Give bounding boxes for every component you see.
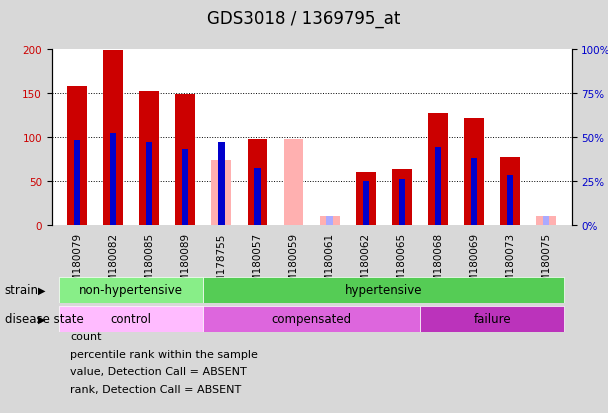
Bar (320, 216, 340, 225)
Bar (500, 157, 520, 225)
Text: hypertensive: hypertensive (345, 284, 423, 297)
Text: GDS3018 / 1369795_at: GDS3018 / 1369795_at (207, 10, 401, 28)
Text: control: control (111, 313, 151, 325)
Text: count: count (70, 332, 102, 342)
Bar (139, 92, 159, 225)
Bar (254, 169, 261, 225)
Bar (218, 142, 224, 225)
Bar (392, 170, 412, 225)
Text: rank, Detection Call = ABSENT: rank, Detection Call = ABSENT (70, 384, 241, 394)
Bar (146, 142, 153, 225)
Bar (110, 134, 116, 225)
Bar (182, 150, 188, 225)
Bar (103, 50, 123, 225)
Text: disease state: disease state (5, 313, 84, 325)
Bar (464, 119, 484, 225)
Bar (175, 95, 195, 225)
Text: compensated: compensated (272, 313, 351, 325)
Text: ▶: ▶ (38, 314, 45, 324)
Bar (536, 216, 556, 225)
Bar (507, 176, 513, 225)
Bar (247, 140, 268, 225)
Bar (326, 216, 333, 225)
Bar (428, 114, 448, 225)
Bar (356, 173, 376, 225)
Bar (435, 148, 441, 225)
Text: non-hypertensive: non-hypertensive (79, 284, 183, 297)
Bar (67, 86, 87, 225)
Bar (471, 159, 477, 225)
Text: percentile rank within the sample: percentile rank within the sample (70, 349, 258, 359)
Text: failure: failure (473, 313, 511, 325)
Bar (420, 306, 564, 332)
Bar (203, 277, 564, 303)
Text: value, Detection Call = ABSENT: value, Detection Call = ABSENT (70, 366, 247, 376)
Bar (59, 277, 203, 303)
Bar (543, 216, 550, 225)
Text: ▶: ▶ (38, 285, 45, 295)
Text: strain: strain (5, 284, 39, 297)
Bar (74, 141, 80, 225)
Bar (212, 160, 231, 225)
Bar (283, 140, 303, 225)
Bar (59, 306, 203, 332)
Bar (362, 181, 369, 225)
Bar (203, 306, 420, 332)
Bar (399, 179, 405, 225)
